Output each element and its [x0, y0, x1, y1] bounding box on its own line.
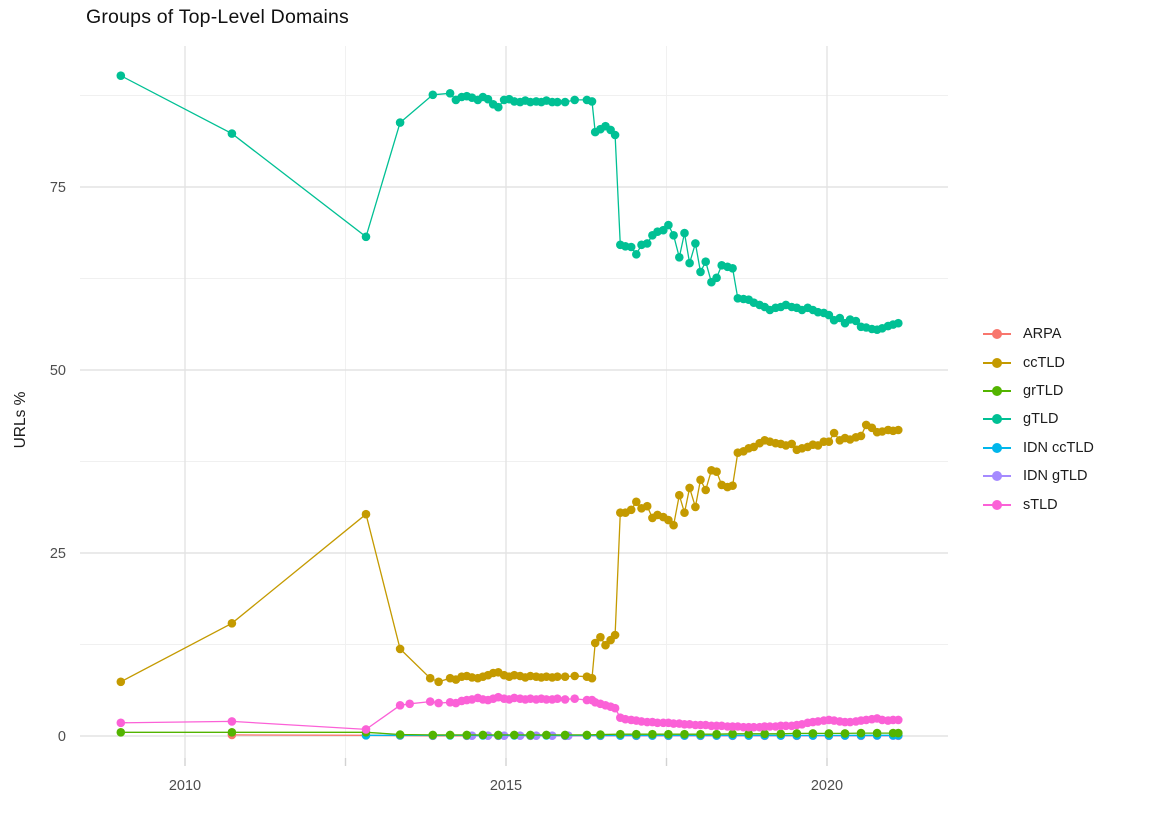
- legend-key-stld: [983, 499, 1011, 510]
- legend-item-idn-gtld: IDN gTLD: [982, 462, 1094, 490]
- x-axis-ticks: [184, 758, 828, 766]
- series-cctld: [116, 420, 903, 687]
- legend-item-label: ARPA: [1023, 326, 1062, 343]
- legend-item-stld: sTLD: [982, 490, 1094, 518]
- x-tick-label: 2015: [490, 778, 522, 794]
- series-stld: [116, 692, 903, 734]
- legend-key-gtld: [983, 414, 1011, 425]
- legend-item-label: gTLD: [1023, 411, 1059, 428]
- y-tick-label: 25: [50, 546, 66, 562]
- legend-key-grtld: [983, 385, 1011, 396]
- y-tick-label: 50: [50, 363, 66, 379]
- legend-item-cctld: ccTLD: [982, 348, 1094, 376]
- legend-item-label: IDN ccTLD: [1023, 439, 1094, 456]
- x-axis-labels: 2010 2015 2020: [169, 778, 843, 794]
- legend: ARPA ccTLD grTLD gTLD IDN ccTLD IDN gTLD sTLD: [982, 320, 1094, 519]
- legend-key-idn-gtld: [983, 471, 1011, 482]
- legend-key-cctld: [983, 357, 1011, 368]
- series-grtld: [116, 728, 903, 740]
- legend-item-gtld: gTLD: [982, 405, 1094, 433]
- y-tick-label: 75: [50, 180, 66, 196]
- legend-item-grtld: grTLD: [982, 377, 1094, 405]
- series-stld-points: [116, 692, 903, 734]
- y-axis-title: URLs %: [12, 391, 29, 449]
- y-axis-labels: 0 25 50 75: [50, 180, 66, 745]
- legend-item-label: grTLD: [1023, 382, 1064, 399]
- series-grtld-line: [120, 731, 899, 736]
- series-gtld-points: [116, 71, 903, 335]
- x-tick-label: 2010: [169, 778, 201, 794]
- legend-item-label: ccTLD: [1023, 354, 1065, 371]
- legend-key-idn-cctld: [983, 442, 1011, 453]
- series-gtld-line: [120, 75, 899, 331]
- gridlines: [80, 46, 948, 758]
- chart-title: Groups of Top-Level Domains: [86, 6, 350, 28]
- legend-item-label: IDN gTLD: [1023, 468, 1088, 485]
- series-gtld: [116, 71, 903, 335]
- legend-item-arpa: ARPA: [982, 320, 1094, 348]
- series-grtld-points: [116, 728, 903, 740]
- series-layer: [116, 71, 903, 741]
- series-cctld-points: [116, 420, 903, 687]
- x-tick-label: 2020: [811, 778, 843, 794]
- y-tick-label: 0: [58, 729, 66, 745]
- legend-key-arpa: [983, 329, 1011, 340]
- legend-item-idn-cctld: IDN ccTLD: [982, 434, 1094, 462]
- legend-item-label: sTLD: [1023, 496, 1058, 513]
